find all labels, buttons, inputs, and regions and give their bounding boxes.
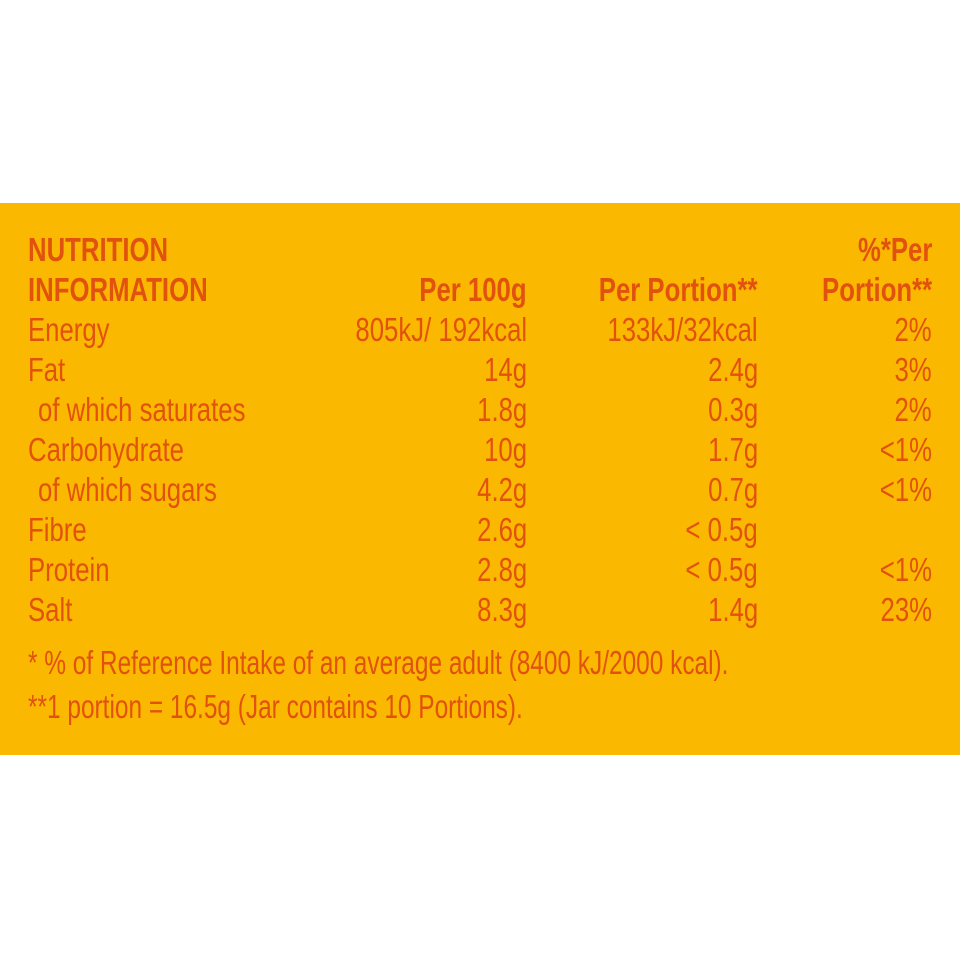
- row-per100g: 2.6g: [476, 511, 527, 548]
- table-row: Fibre 2.6g < 0.5g: [0, 510, 960, 550]
- row-per-portion: 2.4g: [707, 351, 758, 388]
- row-ri: 2%: [894, 311, 932, 348]
- row-per-portion: < 0.5g: [685, 511, 758, 548]
- row-per-portion: 0.7g: [707, 471, 758, 508]
- row-label: of which saturates: [38, 391, 246, 428]
- row-per100g: 4.2g: [476, 471, 527, 508]
- row-ri: 23%: [880, 591, 932, 628]
- header-per-100g: Per 100g: [419, 271, 527, 308]
- header-ri-line-2: Portion**: [821, 271, 932, 308]
- row-per100g: 10g: [484, 431, 527, 468]
- row-ri: 2%: [894, 391, 932, 428]
- row-per100g: 1.8g: [476, 391, 527, 428]
- row-label: Salt: [28, 591, 73, 628]
- row-label: Energy: [28, 311, 110, 348]
- footnote-reference-intake: * % of Reference Intake of an average ad…: [28, 644, 729, 681]
- row-ri: <1%: [879, 471, 932, 508]
- table-row: Energy 805kJ/ 192kcal 133kJ/32kcal 2%: [0, 310, 960, 350]
- row-per100g: 14g: [484, 351, 527, 388]
- table-row: of which sugars 4.2g 0.7g <1%: [0, 470, 960, 510]
- row-ri: 3%: [894, 351, 932, 388]
- table-row: Fat 14g 2.4g 3%: [0, 350, 960, 390]
- header-ri-line-1: %*Per: [857, 231, 932, 268]
- row-ri: <1%: [879, 431, 932, 468]
- footnote-portion-size: **1 portion = 16.5g (Jar contains 10 Por…: [28, 688, 523, 725]
- row-per-portion: 1.7g: [707, 431, 758, 468]
- row-per100g: 8.3g: [476, 591, 527, 628]
- row-per-portion: 133kJ/32kcal: [607, 311, 758, 348]
- table-row: Carbohydrate 10g 1.7g <1%: [0, 430, 960, 470]
- row-label: Protein: [28, 551, 110, 588]
- header-per-portion: Per Portion**: [599, 271, 758, 308]
- nutrition-panel: NUTRITION INFORMATION Per 100g Per Porti…: [0, 203, 960, 755]
- title-line-2: INFORMATION: [28, 271, 208, 308]
- row-per100g: 805kJ/ 192kcal: [355, 311, 527, 348]
- row-label: of which sugars: [38, 471, 217, 508]
- row-per100g: 2.8g: [476, 551, 527, 588]
- title-line-1: NUTRITION: [28, 231, 169, 268]
- row-per-portion: 0.3g: [707, 391, 758, 428]
- table-row: of which saturates 1.8g 0.3g 2%: [0, 390, 960, 430]
- row-ri: <1%: [879, 551, 932, 588]
- row-label: Carbohydrate: [28, 431, 184, 468]
- table-row: Protein 2.8g < 0.5g <1%: [0, 550, 960, 590]
- row-label: Fibre: [28, 511, 87, 548]
- table-row: Salt 8.3g 1.4g 23%: [0, 590, 960, 630]
- row-label: Fat: [28, 351, 66, 388]
- row-per-portion: < 0.5g: [685, 551, 758, 588]
- row-per-portion: 1.4g: [707, 591, 758, 628]
